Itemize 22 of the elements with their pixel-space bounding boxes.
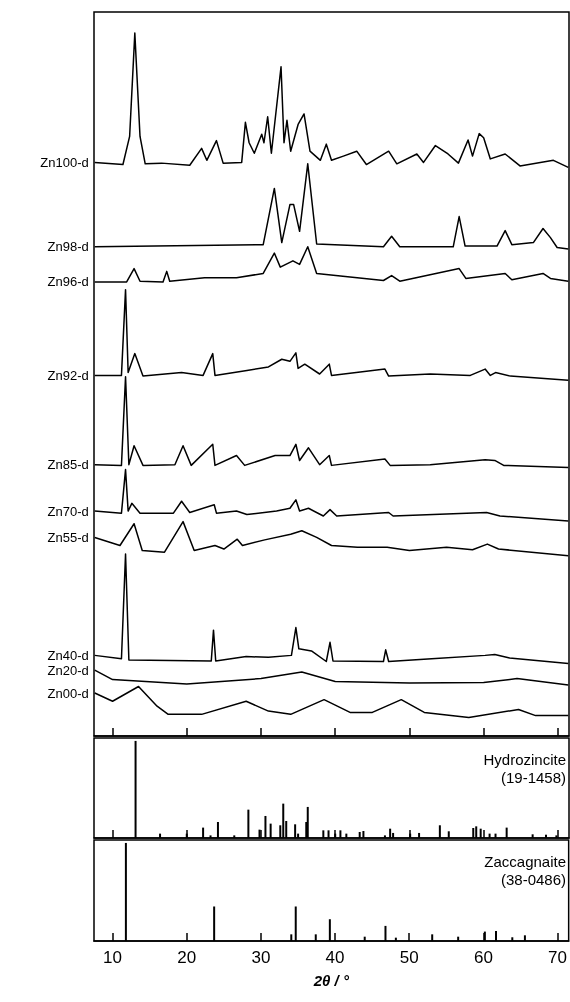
x-tick-label: 20 xyxy=(177,948,197,967)
x-tick-label: 40 xyxy=(325,948,345,967)
x-tick-label: 10 xyxy=(103,948,122,967)
x-tick-label: 50 xyxy=(399,948,419,967)
annotation: (19-1458) xyxy=(500,769,566,786)
series-label: Zn96-d xyxy=(47,274,89,290)
series-label: Zn20-d xyxy=(47,662,89,678)
series-label: Zn70-d xyxy=(47,503,89,519)
series-label: Zn00-d xyxy=(47,685,89,701)
annotation: (38-0486) xyxy=(500,871,566,888)
x-tick-label: 70 xyxy=(548,948,568,967)
series-label: Zn40-d xyxy=(47,647,89,663)
x-tick-label: 30 xyxy=(251,948,271,967)
series-label: Zn100-d xyxy=(40,154,89,170)
annotation: Hydrozincite xyxy=(483,751,566,768)
series-label: Zn55-d xyxy=(47,529,89,545)
x-tick-label: 60 xyxy=(473,948,493,967)
x-axis-title: 2θ / ° xyxy=(312,972,350,989)
annotation: Zaccagnaite xyxy=(484,853,566,870)
series-label: Zn92-d xyxy=(47,367,89,383)
series-label: Zn98-d xyxy=(47,239,89,255)
series-label: Zn85-d xyxy=(47,457,89,473)
